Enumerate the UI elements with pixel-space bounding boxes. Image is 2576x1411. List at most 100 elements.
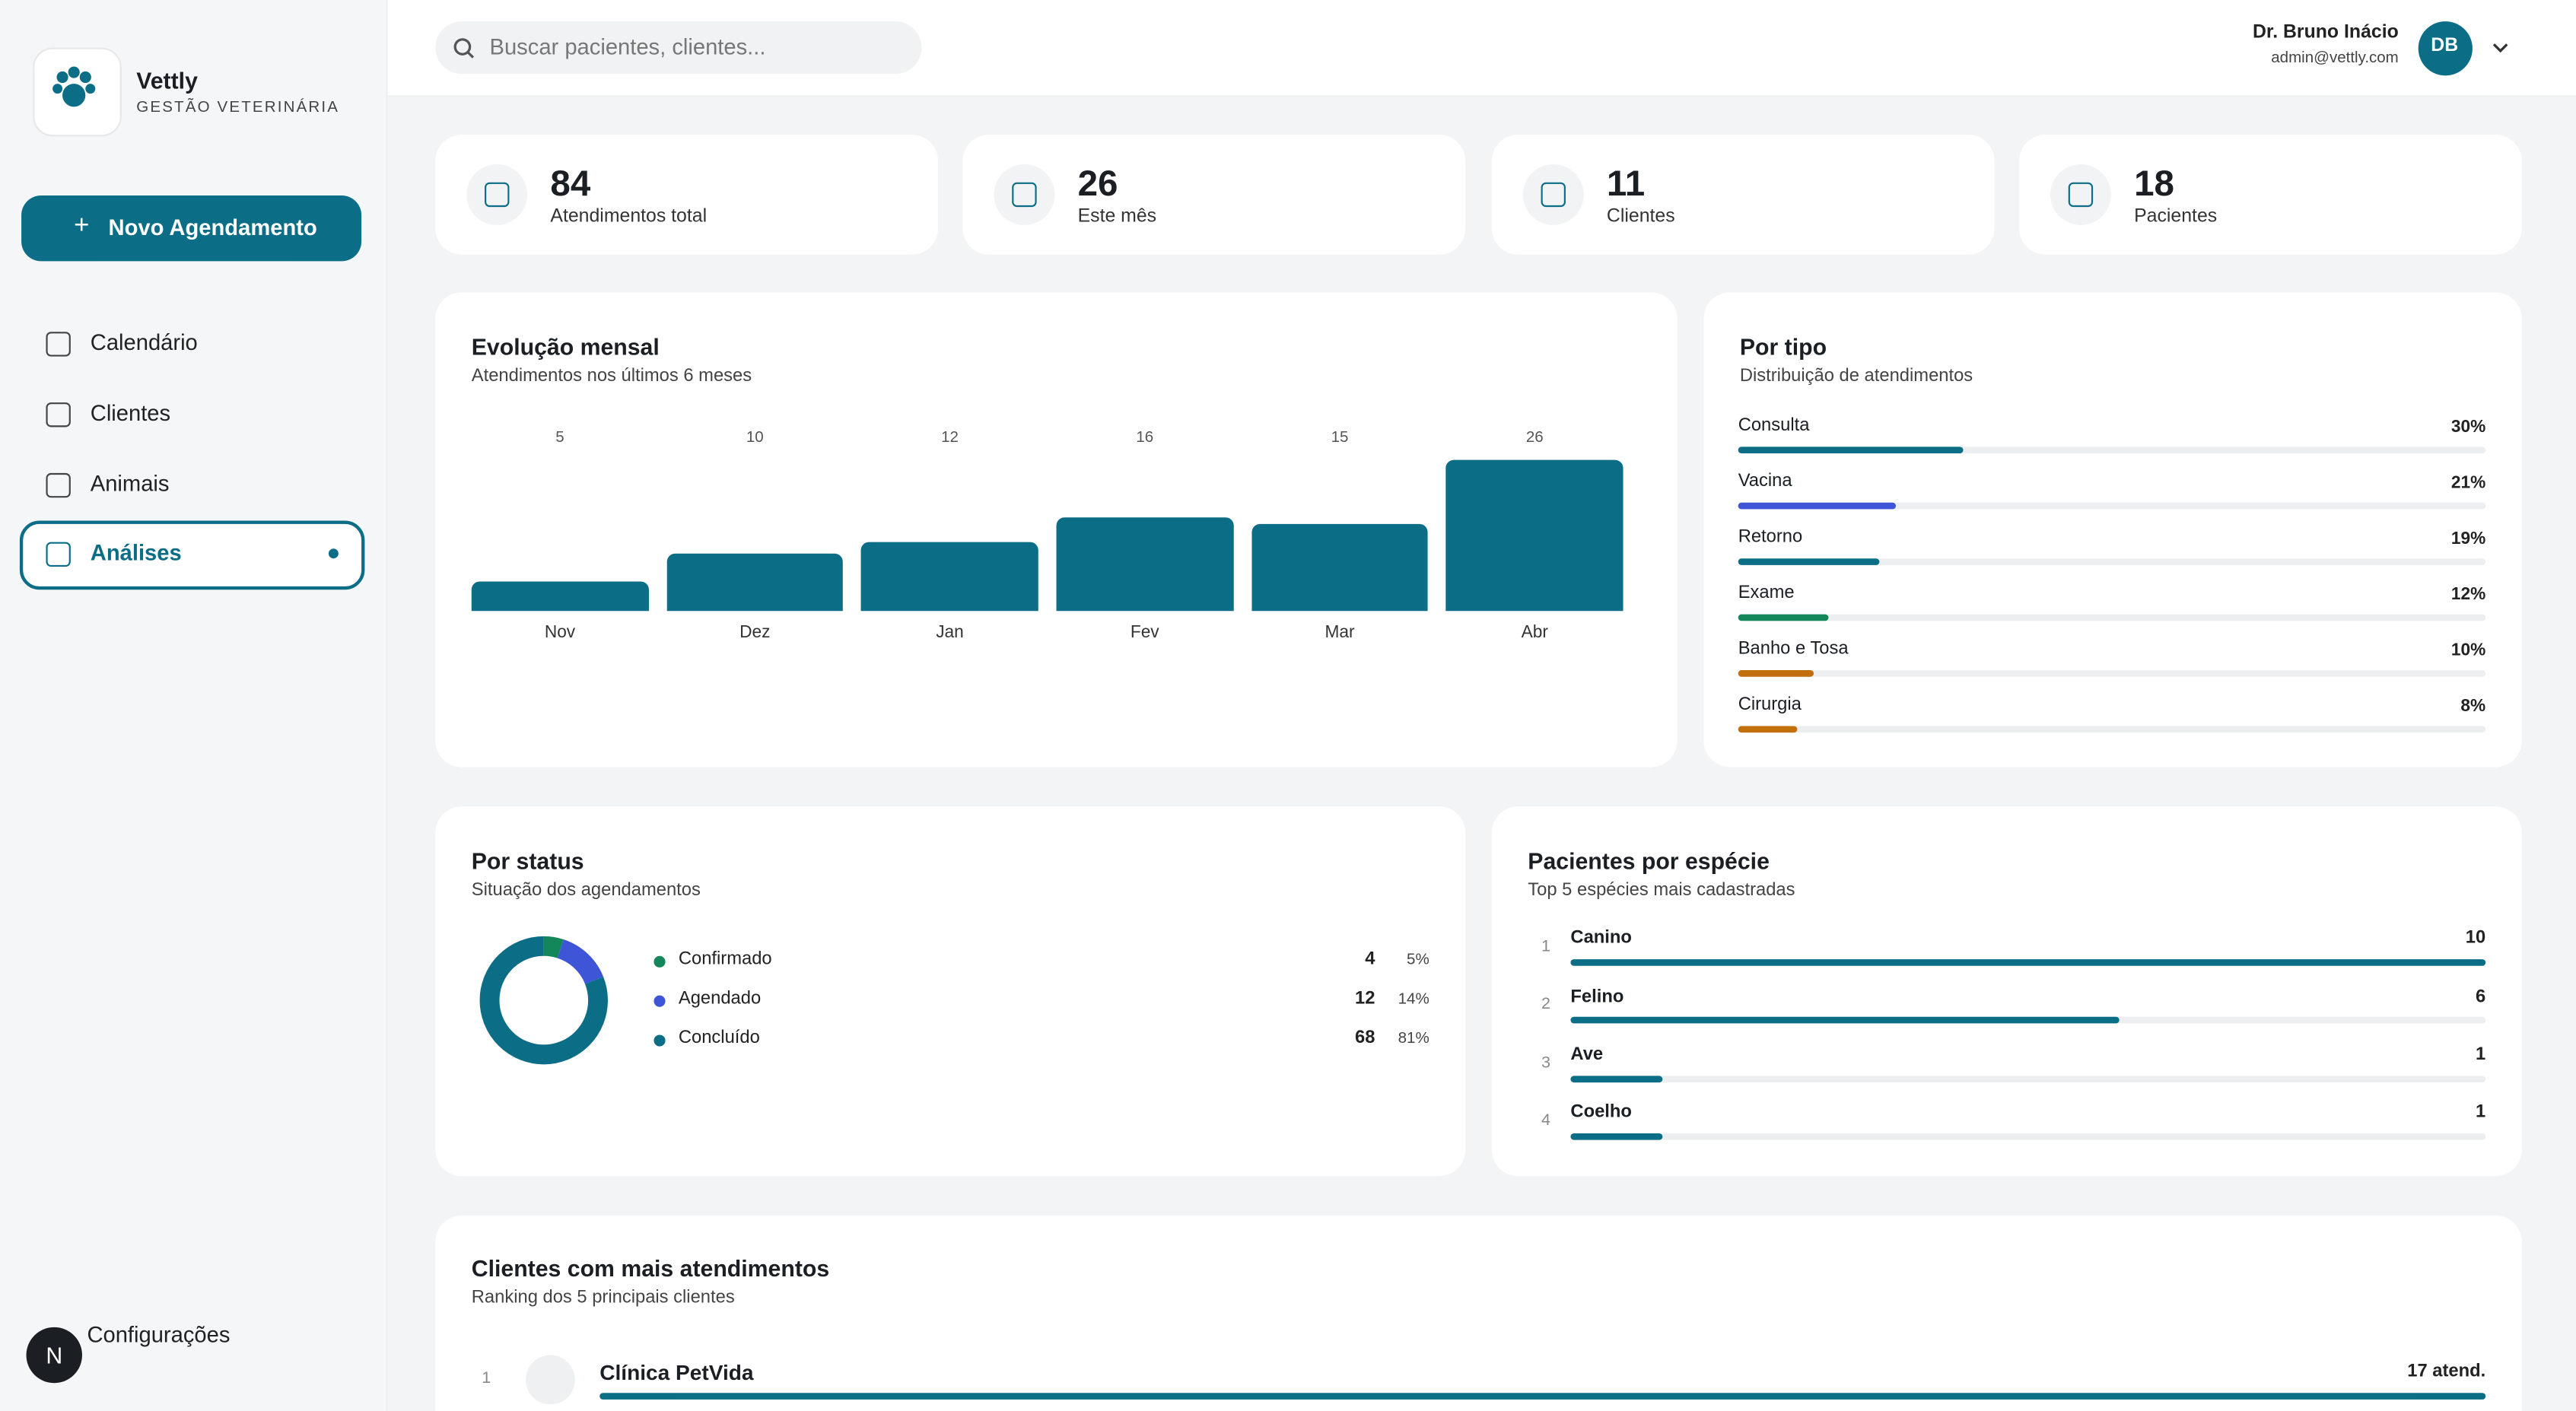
search-placeholder: Buscar pacientes, clientes... (489, 34, 766, 59)
type-value: 8% (2460, 695, 2486, 716)
status-name: Agendado (678, 989, 762, 1009)
stat-icon-glyph (2068, 182, 2094, 208)
species-value: 1 (2476, 1044, 2486, 1065)
card-title: Clientes com mais atendimentos (471, 1254, 830, 1281)
bar (471, 582, 649, 612)
card-subtitle: Top 5 espécies mais cadastradas (1528, 881, 1795, 901)
nav-active[interactable] (19, 520, 365, 590)
species-rank: 2 (1541, 996, 1551, 1015)
species-value: 1 (2476, 1102, 2486, 1123)
species-rank: 3 (1541, 1053, 1551, 1073)
type-bar (1738, 502, 1896, 510)
stat-value: 84 (550, 162, 591, 204)
stat-icon (2050, 164, 2111, 225)
card-title: Evolução mensal (471, 332, 660, 360)
active-dot (328, 548, 339, 559)
settings[interactable]: Configurações (87, 1322, 231, 1347)
type-name: Cirurgia (1738, 695, 1802, 716)
stat-label: Clientes (1606, 207, 1675, 227)
donut-segment (479, 936, 608, 1065)
nav-item[interactable]: Análises (90, 540, 182, 565)
card-subtitle: Situação dos agendamentos (471, 881, 701, 901)
new-button-label[interactable]: Novo Agendamento (108, 215, 317, 240)
type-value: 19% (2450, 528, 2486, 548)
status-name: Confirmado (678, 949, 772, 970)
type-value: 30% (2450, 416, 2486, 437)
track (1738, 502, 2486, 510)
bar-value: 16 (1136, 429, 1154, 448)
legend-dot (654, 994, 666, 1006)
stat-icon (1522, 164, 1584, 225)
bar-category: Dez (739, 621, 771, 642)
nav-item[interactable]: Clientes (90, 400, 171, 426)
track (1738, 726, 2486, 733)
type-bar (1738, 726, 1798, 733)
status-count: 12 (1354, 989, 1375, 1009)
card-subtitle: Atendimentos nos últimos 6 meses (471, 367, 752, 387)
type-value: 21% (2450, 472, 2486, 493)
bar-value: 5 (555, 429, 564, 448)
client-value: 17 atend. (2407, 1362, 2486, 1382)
nav-item[interactable]: Animais (90, 471, 170, 496)
card (435, 1215, 2522, 1411)
track (1738, 670, 2486, 677)
stat-label: Este mês (1077, 207, 1157, 227)
stat-label: Atendimentos total (550, 207, 708, 227)
tagline: GESTÃO VETERINÁRIA (136, 99, 340, 117)
type-name: Consulta (1738, 416, 1810, 437)
plus: + (74, 211, 90, 240)
bar-category: Jan (936, 621, 964, 642)
stat-icon (994, 164, 1055, 225)
bar-value: 10 (746, 429, 764, 448)
logo-icon (52, 66, 96, 107)
type-bar (1738, 670, 1813, 677)
user-avatar[interactable] (2418, 21, 2473, 76)
species-name: Coelho (1570, 1102, 1632, 1123)
card-title: Pacientes por espécie (1528, 847, 1770, 873)
species-value: 6 (2476, 987, 2486, 1007)
species-bar (1570, 1133, 1662, 1140)
status-percent: 5% (1407, 951, 1430, 970)
type-value: 12% (2450, 584, 2486, 604)
stat-value: 26 (1077, 162, 1118, 204)
user-initials: DB (2431, 36, 2459, 56)
track (1570, 1075, 2486, 1082)
card-subtitle: Distribuição de atendimentos (1739, 367, 1973, 387)
type-name: Retorno (1738, 528, 1803, 548)
track (1570, 1133, 2486, 1140)
species-value: 10 (2465, 928, 2486, 949)
card-title: Por status (471, 847, 584, 873)
client-rank: 1 (482, 1369, 491, 1388)
bar-value: 15 (1331, 429, 1349, 448)
chevron[interactable] (2492, 41, 2509, 54)
track (1738, 446, 2486, 454)
card-subtitle: Ranking dos 5 principais clientes (471, 1288, 735, 1308)
nav-icon (46, 472, 71, 498)
search-icon (453, 38, 475, 59)
card-title: Por tipo (1739, 332, 1827, 360)
nav-icon (46, 332, 71, 357)
user-name: Dr. Bruno Inácio (2252, 23, 2399, 43)
species-name: Felino (1570, 987, 1624, 1007)
species-bar (1570, 1017, 2120, 1024)
track (1738, 614, 2486, 621)
nav-icon (46, 402, 71, 427)
bar (1251, 523, 1429, 612)
client-icon (526, 1355, 575, 1405)
avatar-letter: N (46, 1341, 63, 1368)
bar-category: Mar (1325, 621, 1355, 642)
bottom-avatar[interactable] (26, 1327, 82, 1384)
type-value: 10% (2450, 640, 2486, 660)
search-box[interactable] (435, 21, 922, 75)
status-count: 4 (1365, 949, 1375, 970)
donut (479, 936, 608, 1065)
species-rank: 1 (1541, 938, 1551, 956)
species-rank: 4 (1541, 1111, 1551, 1130)
stat-icon (466, 164, 528, 225)
type-bar (1738, 558, 1881, 565)
nav-item[interactable]: Calendário (90, 329, 198, 355)
type-bar (1738, 446, 1963, 454)
new-button[interactable] (21, 195, 362, 262)
